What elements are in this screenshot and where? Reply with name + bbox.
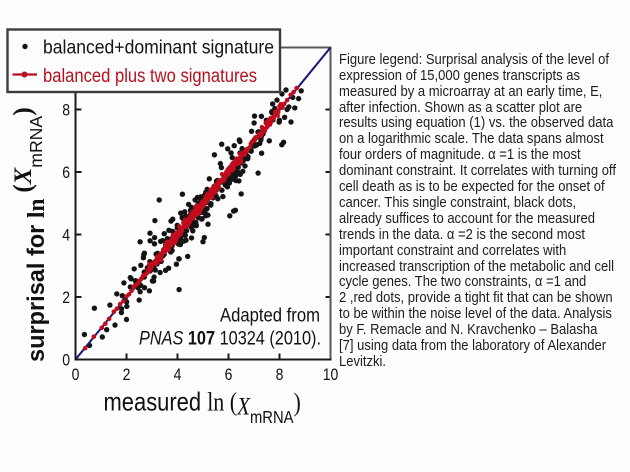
- svg-text:2: 2: [62, 289, 70, 307]
- svg-text:0: 0: [72, 366, 80, 384]
- svg-text:8: 8: [276, 366, 284, 384]
- svg-text:4: 4: [174, 366, 182, 384]
- svg-text:6: 6: [225, 366, 233, 384]
- svg-text:PNAS 107 10324 (2010).: PNAS 107 10324 (2010).: [139, 329, 321, 350]
- svg-text:balanced plus two signatures: balanced plus two signatures: [43, 66, 257, 87]
- svg-text:4: 4: [62, 226, 70, 244]
- svg-text:2: 2: [123, 366, 131, 384]
- svg-text:0: 0: [62, 351, 70, 369]
- svg-text:balanced+dominant signature: balanced+dominant signature: [43, 38, 274, 59]
- svg-text:10: 10: [323, 366, 339, 384]
- svg-text:6: 6: [62, 164, 70, 182]
- svg-text:8: 8: [62, 101, 70, 119]
- svg-text:Adapted from: Adapted from: [220, 306, 320, 327]
